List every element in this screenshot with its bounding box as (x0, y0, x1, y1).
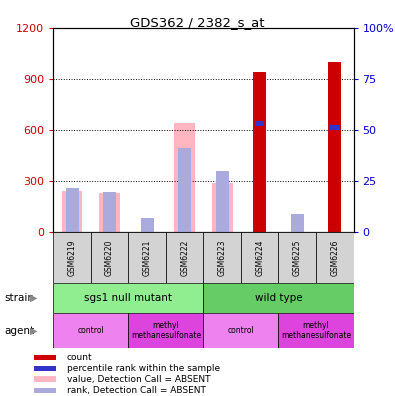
Text: GSM6224: GSM6224 (255, 240, 264, 276)
Text: value, Detection Call = ABSENT: value, Detection Call = ABSENT (67, 375, 211, 384)
Bar (203, 283, 354, 313)
Text: GSM6221: GSM6221 (143, 240, 152, 276)
Bar (278, 232, 316, 283)
Bar (53, 313, 128, 348)
Text: agent: agent (4, 326, 34, 336)
Bar (291, 214, 304, 232)
Bar (53, 283, 203, 313)
Bar (34, 376, 56, 382)
Text: control: control (228, 326, 254, 335)
Bar (174, 123, 195, 232)
Bar (253, 72, 266, 232)
Bar (166, 232, 203, 283)
Bar (34, 355, 56, 360)
Text: GSM6223: GSM6223 (218, 240, 227, 276)
Bar (328, 62, 341, 232)
Text: methyl
methanesulfonate: methyl methanesulfonate (281, 321, 351, 340)
Text: GSM6226: GSM6226 (330, 240, 339, 276)
Text: percentile rank within the sample: percentile rank within the sample (67, 364, 220, 373)
Bar (62, 191, 83, 232)
Text: GSM6222: GSM6222 (180, 240, 189, 276)
Bar (203, 313, 278, 348)
Bar (241, 232, 278, 283)
Text: control: control (77, 326, 104, 335)
Text: GSM6225: GSM6225 (293, 240, 302, 276)
Bar (178, 148, 191, 232)
Text: strain: strain (4, 293, 34, 303)
Bar (216, 171, 229, 232)
Bar (53, 232, 91, 283)
Text: ▶: ▶ (30, 326, 37, 336)
Bar (34, 388, 56, 393)
Text: GSM6220: GSM6220 (105, 240, 114, 276)
Bar (212, 183, 233, 232)
Bar (128, 232, 166, 283)
Bar (128, 313, 203, 348)
Text: wild type: wild type (255, 293, 302, 303)
Bar (91, 232, 128, 283)
Text: GSM6219: GSM6219 (68, 240, 77, 276)
Text: rank, Detection Call = ABSENT: rank, Detection Call = ABSENT (67, 386, 206, 395)
Text: ▶: ▶ (30, 293, 37, 303)
Text: count: count (67, 353, 92, 362)
Bar (103, 192, 116, 232)
Bar (316, 232, 354, 283)
Bar (34, 366, 56, 371)
Text: GDS362 / 2382_s_at: GDS362 / 2382_s_at (130, 16, 265, 29)
Text: methyl
methanesulfonate: methyl methanesulfonate (131, 321, 201, 340)
Bar (66, 188, 79, 232)
Bar (99, 193, 120, 232)
Bar (203, 232, 241, 283)
Bar (278, 313, 354, 348)
Bar (141, 218, 154, 232)
Bar (255, 121, 264, 126)
Bar (330, 125, 339, 130)
Text: sgs1 null mutant: sgs1 null mutant (85, 293, 172, 303)
